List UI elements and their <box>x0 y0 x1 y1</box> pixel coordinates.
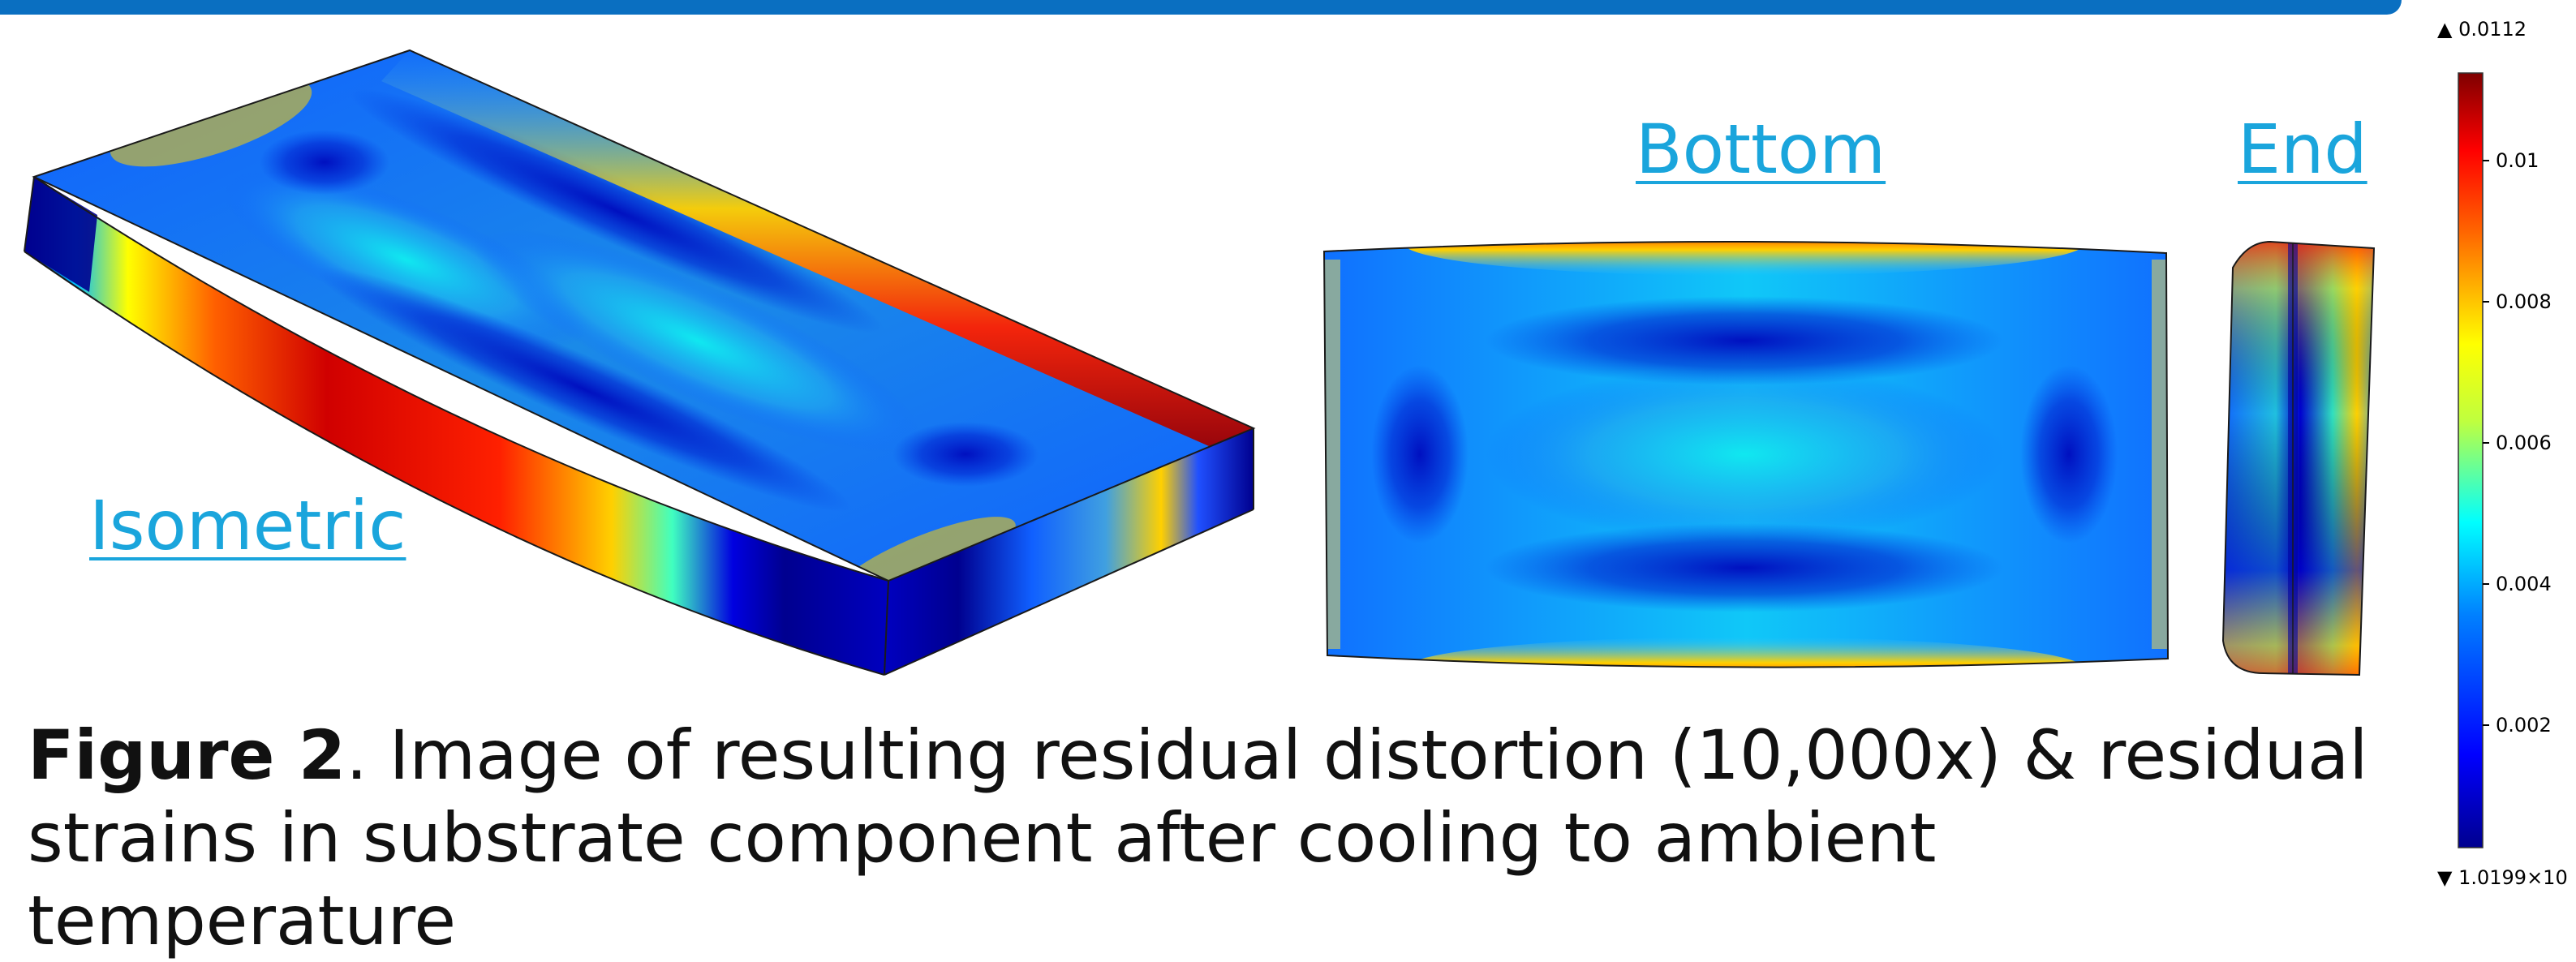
strain-renderings <box>24 49 2489 848</box>
iso-side-face <box>24 177 888 675</box>
colorbar <box>2458 72 2489 848</box>
colorbar-tick-label: 0.006 <box>2496 432 2552 454</box>
end-label[interactable]: End <box>2238 110 2367 189</box>
colorbar-tick-label: 0.002 <box>2496 714 2552 737</box>
colorbar-tick-label: 0.01 <box>2496 149 2539 172</box>
iso-end-face <box>884 428 1254 675</box>
figure-caption: Figure 2. Image of resulting residual di… <box>28 714 2380 962</box>
isometric-view <box>24 49 1256 676</box>
colorbar-tick-label: 0.008 <box>2496 290 2552 313</box>
caption-figure-number: Figure 2 <box>28 715 346 795</box>
iso-top-face <box>34 50 1254 581</box>
top-banner <box>0 0 2402 15</box>
bottom-view <box>1322 240 2170 668</box>
colorbar-tick-label: 0.004 <box>2496 573 2552 595</box>
end-view <box>2221 240 2376 676</box>
colorbar-max-label: ▲ 0.0112 <box>2437 18 2527 41</box>
colorbar-min-label: ▼ 1.0199×10 <box>2437 866 2568 889</box>
caption-text: . Image of resulting residual distortion… <box>28 715 2368 960</box>
isometric-label[interactable]: Isometric <box>89 486 406 565</box>
bottom-label[interactable]: Bottom <box>1636 110 1886 189</box>
